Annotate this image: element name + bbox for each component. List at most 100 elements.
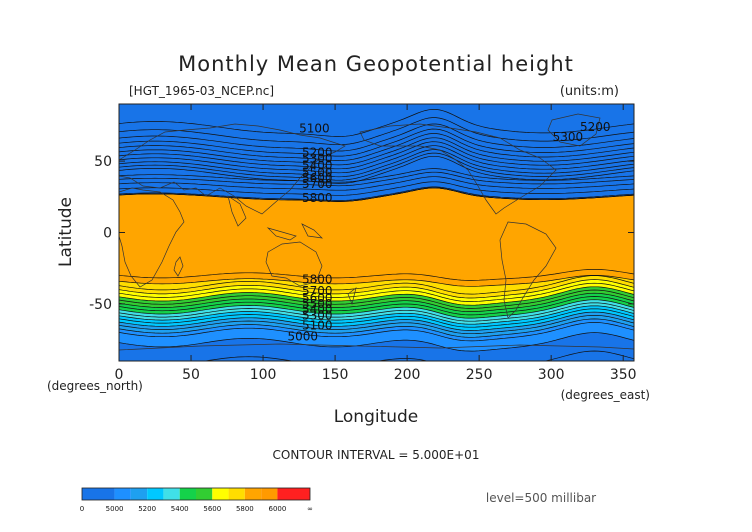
contour-N-5350 [119, 137, 634, 166]
colorbar-segment [82, 488, 115, 500]
colorbar-tick-label: 5200 [138, 505, 156, 513]
contour-S-5500 [119, 292, 634, 312]
colorbar-segment [196, 488, 213, 500]
colorbar-segment [212, 488, 229, 500]
contour-label: 5000 [288, 330, 319, 344]
x-tick-label: 100 [250, 367, 277, 383]
level-text: level=500 millibar [486, 491, 596, 505]
colorbar-segment [277, 488, 310, 500]
contour-label: 5100 [302, 318, 333, 332]
colorbar-labels: 0 5000 5200 5400 5600 5800 6000 ∞ [80, 505, 313, 513]
contour-N-5600 [119, 155, 634, 184]
colorbar-tick-label: 6000 [269, 505, 287, 513]
band-S-4900 [119, 351, 634, 361]
contour-label: 5700 [302, 284, 333, 298]
colorbar-segment [147, 488, 164, 500]
contour-S-5550 [119, 289, 634, 309]
colorbar-segment [244, 488, 262, 500]
colorbar-segment [163, 488, 180, 500]
contour-label: 5200 [302, 146, 333, 160]
colorbar [81, 487, 311, 501]
y-tick-label: 0 [103, 226, 112, 242]
contour-N-5250 [119, 128, 634, 157]
contour-S-5800 [119, 274, 634, 287]
y-tick-label: 50 [94, 154, 112, 170]
contour-N-5450 [119, 145, 634, 174]
contour-label: 5800 [302, 191, 333, 205]
contour-N-5200 [119, 123, 634, 152]
units-label: (units:m) [560, 84, 619, 99]
x-unit-label: (degrees_east) [561, 388, 650, 402]
colorbar-tick-label: ∞ [307, 505, 313, 513]
x-tick-label: 50 [182, 367, 200, 383]
colorbar-segment [114, 488, 131, 500]
contour-S-5750 [119, 275, 634, 295]
contour-label: 5400 [302, 158, 333, 172]
x-tick-label: 250 [466, 367, 493, 383]
contour-S-5250 [119, 308, 634, 328]
contour-N-5550 [119, 152, 634, 181]
contour-N-5050 [119, 187, 634, 202]
contour-S-5400 [119, 299, 634, 319]
contour-N-5750 [119, 176, 634, 191]
contour-label: 5500 [302, 297, 333, 311]
contour-S-5200 [119, 311, 634, 331]
contour-S-5100 [119, 318, 634, 338]
contour-N-5150 [119, 117, 634, 146]
contour-label: 5300 [553, 130, 584, 144]
contour-N-5650 [119, 168, 634, 183]
colorbar-segment [130, 488, 148, 500]
contour-S-5300 [119, 305, 634, 325]
x-tick-label: 200 [394, 367, 421, 383]
contour-N-5700 [119, 171, 634, 187]
chart-title: Monthly Mean Geopotential height [178, 52, 574, 76]
x-tick-label: 150 [322, 367, 349, 383]
contour-S-5150 [119, 314, 634, 335]
colorbar-frame [81, 487, 311, 501]
contour-S-5050 [119, 322, 634, 342]
x-tick-label: 300 [538, 367, 565, 383]
y-unit-label: (degrees_north) [47, 379, 143, 393]
contour-S-5350 [119, 302, 634, 322]
colorbar-tick-label: 0 [80, 505, 84, 513]
colorbar-segment [179, 488, 196, 500]
x-tick-label: 0 [115, 367, 124, 383]
colorbar-tick-label: 5600 [203, 505, 221, 513]
colorbar-tick-label: 5400 [171, 505, 189, 513]
contour-label: 5400 [302, 303, 333, 317]
contour-S-5600 [119, 286, 634, 306]
contour-label: 5500 [302, 166, 333, 180]
contour-N-5800 [119, 181, 634, 196]
x-axis-ticks: 0 50 100 150 200 250 300 350 [115, 104, 637, 383]
contour-S-5850 [119, 268, 634, 281]
contour-N-5500 [119, 149, 634, 178]
contour-N-5300 [119, 133, 634, 161]
band-S-5000 [119, 332, 634, 361]
colorbar-tick-label: 5800 [236, 505, 254, 513]
contour-label: 5300 [302, 151, 333, 165]
contour-label: 5600 [302, 171, 333, 185]
contour-S-5650 [119, 282, 634, 302]
contour-label: 5600 [302, 291, 333, 305]
y-tick-label: -50 [89, 297, 112, 313]
colorbar-tick-label: 5000 [106, 505, 124, 513]
plot-area [119, 104, 634, 361]
contour-label: 5100 [299, 121, 330, 135]
contour-interval-text: CONTOUR INTERVAL = 5.000E+01 [273, 448, 480, 462]
x-axis-title: Longitude [334, 407, 419, 427]
contour-S-5000 [119, 332, 634, 352]
contour-label: 5800 [302, 273, 333, 287]
contour-S-5450 [119, 296, 634, 316]
contour-S-4950 [119, 350, 634, 361]
y-axis-title: Latitude [56, 197, 76, 267]
contour-label: 5300 [302, 308, 333, 322]
coastline-outlines [119, 113, 634, 351]
x-tick-label: 350 [610, 367, 637, 383]
colorbar-segment [228, 488, 245, 500]
contour-label: 5700 [302, 177, 333, 191]
contour-labels: 5100520053005400550056005700580058005700… [288, 120, 611, 344]
y-axis-ticks: -50 0 50 [89, 154, 634, 313]
file-label: [HGT_1965-03_NCEP.nc] [129, 84, 274, 98]
contour-label: 5200 [580, 120, 611, 134]
